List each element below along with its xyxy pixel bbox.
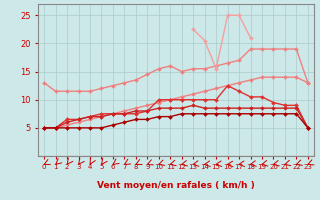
- X-axis label: Vent moyen/en rafales ( km/h ): Vent moyen/en rafales ( km/h ): [97, 181, 255, 190]
